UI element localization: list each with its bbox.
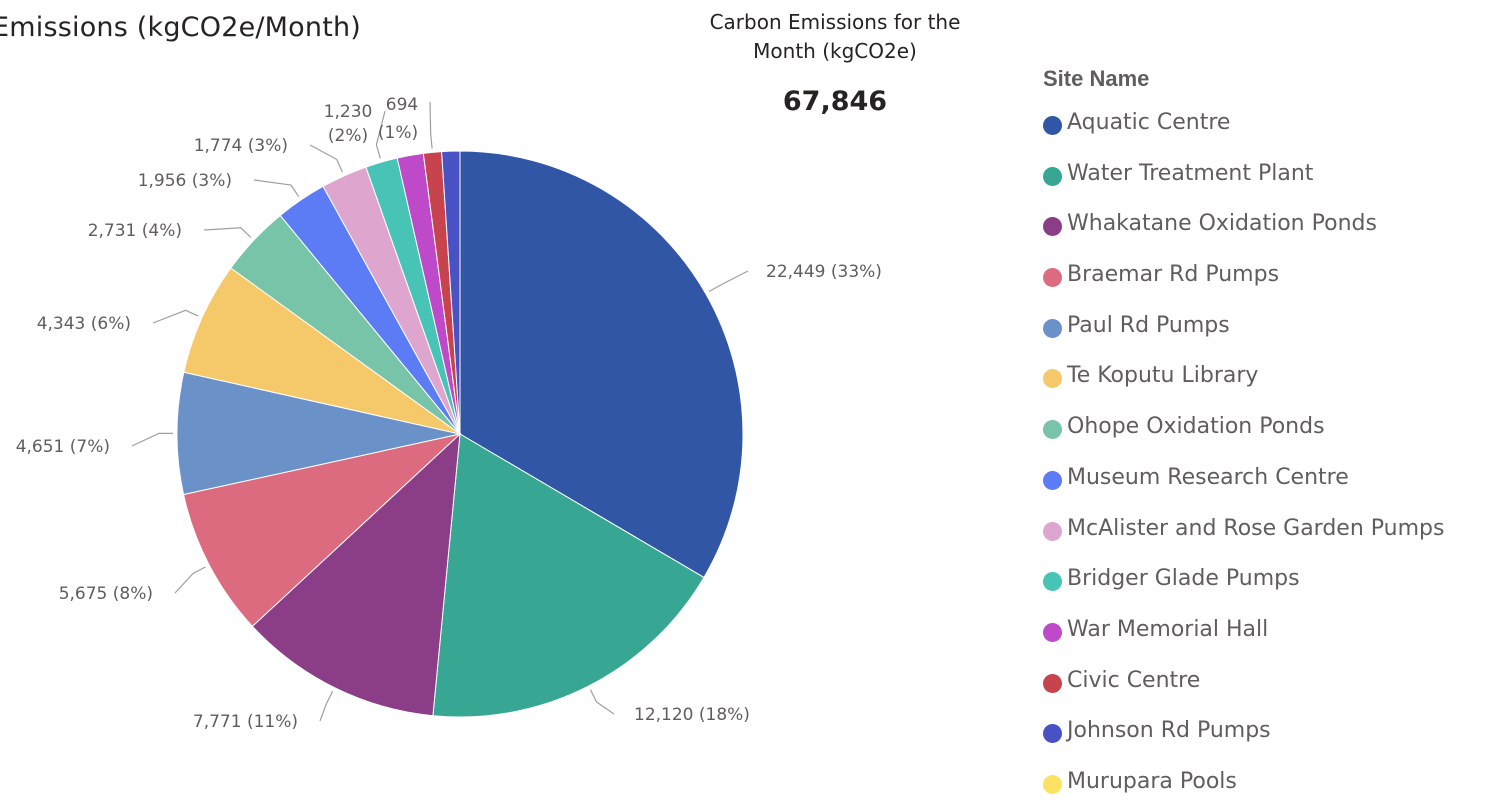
pie-chart: 22,449 (33%) 12,120 (18%) 7,771 (11%) 5,675… (16, 95, 882, 732)
legend-item-bridger-glade-pumps[interactable]: Bridger Glade Pumps (1043, 558, 1488, 609)
legend-swatch (1043, 521, 1062, 541)
leader-line-ohope-oxidation-ponds (203, 227, 252, 238)
card-title: Carbon Emissions for the Month (kgCO2e) (630, 8, 1040, 66)
legend-item-water-treatment-plant[interactable]: Water Treatment Plant (1043, 153, 1488, 204)
pie-slice-braemar-rd-pumps[interactable] (182, 433, 462, 627)
legend-label: Johnson Rd Pumps (1067, 718, 1271, 744)
legend-swatch (1043, 268, 1062, 288)
pie-slice-aquatic-centre[interactable] (459, 150, 744, 579)
legend-label: Water Treatment Plant (1067, 160, 1314, 186)
leader-line-civic-centre (429, 101, 433, 149)
legend-label: Murupara Pools (1067, 768, 1237, 794)
leader-line-mcalister-and-rose-garden-pumps (309, 144, 343, 173)
legend-swatch (1043, 116, 1062, 135)
legend-item-museum-research-centre[interactable]: Museum Research Centre (1043, 457, 1488, 508)
pie-slice-water-treatment-plant[interactable] (432, 433, 705, 718)
legend-label: Whakatane Oxidation Ponds (1067, 211, 1377, 237)
data-label-ohope-oxidation-ponds: 2,731 (4%) (88, 221, 182, 241)
legend-item-paul-rd-pumps[interactable]: Paul Rd Pumps (1043, 305, 1488, 356)
legend-item-murupara-pools[interactable]: Murupara Pools (1043, 761, 1488, 812)
legend-label: Braemar Rd Pumps (1067, 262, 1280, 288)
data-label-bridger-glade-pumps: 1,230 (2%) (324, 102, 373, 146)
data-label-braemar-rd-pumps: 5,675 (8%) (59, 584, 153, 604)
data-label-whakatane-oxidation-ponds: 7,771 (11%) (193, 712, 298, 732)
pie-slice-whakatane-oxidation-ponds[interactable] (251, 432, 461, 717)
legend-item-aquatic-centre[interactable]: Aquatic Centre (1043, 102, 1488, 153)
legend-swatch (1043, 420, 1062, 440)
legend-item-te-koputu-library[interactable]: Te Koputu Library (1043, 355, 1488, 406)
legend: Site Name Aquatic Centre Water Treatment … (1043, 66, 1488, 812)
legend-label: Museum Research Centre (1067, 464, 1349, 490)
legend-label: War Memorial Hall (1067, 616, 1269, 642)
legend-swatch (1043, 673, 1062, 693)
data-label-mcalister-and-rose-garden-pumps: 1,774 (3%) (194, 136, 288, 156)
legend-swatch (1043, 622, 1062, 642)
legend-label: Ohope Oxidation Ponds (1067, 414, 1325, 440)
legend-swatch (1043, 369, 1062, 389)
pie-slice-paul-rd-pumps[interactable] (176, 371, 461, 496)
legend-item-mcalister-and-rose-garden-pumps[interactable]: McAlister and Rose Garden Pumps (1043, 508, 1488, 559)
data-label-aquatic-centre: 22,449 (33%) (766, 262, 882, 282)
pie-slice-johnson-rd-pumps[interactable] (441, 150, 461, 435)
legend-label: Aquatic Centre (1067, 110, 1231, 135)
legend-swatch (1043, 318, 1062, 338)
legend-item-johnson-rd-pumps[interactable]: Johnson Rd Pumps (1043, 710, 1488, 761)
data-label-water-treatment-plant: 12,120 (18%) (634, 705, 750, 725)
legend-item-whakatane-oxidation-ponds[interactable]: Whakatane Oxidation Ponds (1043, 203, 1488, 254)
legend-item-braemar-rd-pumps[interactable]: Braemar Rd Pumps (1043, 254, 1488, 305)
data-label-museum-research-centre: 1,956 (3%) (138, 171, 232, 191)
leader-line-aquatic-centre (708, 270, 749, 293)
leader-line-whakatane-oxidation-ponds (319, 690, 334, 722)
legend-item-ohope-oxidation-ponds[interactable]: Ohope Oxidation Ponds (1043, 406, 1488, 457)
leader-line-paul-rd-pumps (131, 432, 174, 447)
pie-slice-te-koputu-library[interactable] (183, 267, 461, 435)
card-title-line-2: Month (kgCO2e) (753, 39, 917, 63)
leader-line-braemar-rd-pumps (174, 566, 206, 594)
data-label-civic-centre: 694 (1%) (378, 95, 418, 143)
leader-line-bridger-glade-pumps (375, 110, 386, 159)
chart-title: Emissions (kgCO2e/Month) (0, 12, 362, 43)
data-label-te-koputu-library: 4,343 (6%) (37, 314, 131, 334)
legend-swatch (1043, 217, 1062, 237)
card-title-line-1: Carbon Emissions for the (709, 10, 961, 34)
legend-label: Te Koputu Library (1067, 363, 1259, 389)
legend-item-civic-centre[interactable]: Civic Centre (1043, 660, 1488, 711)
legend-label: McAlister and Rose Garden Pumps (1067, 515, 1445, 541)
data-label-paul-rd-pumps: 4,651 (7%) (16, 437, 110, 457)
leader-line-water-treatment-plant (589, 689, 615, 715)
legend-swatch (1043, 724, 1062, 744)
legend-label: Bridger Glade Pumps (1067, 566, 1300, 592)
legend-swatch (1043, 774, 1062, 794)
legend-items: Aquatic Centre Water Treatment Plant Whaka… (1043, 102, 1488, 812)
legend-label: Paul Rd Pumps (1067, 312, 1230, 338)
legend-item-war-memorial-hall[interactable]: War Memorial Hall (1043, 609, 1488, 660)
card-value: 67,846 (782, 86, 888, 117)
leader-line-museum-research-centre (253, 179, 300, 197)
leader-line-te-koputu-library (152, 309, 199, 324)
legend-swatch (1043, 572, 1062, 592)
legend-title: Site Name (1043, 66, 1150, 91)
legend-swatch (1043, 470, 1062, 490)
legend-swatch (1043, 166, 1062, 186)
legend-label: Civic Centre (1067, 667, 1201, 693)
